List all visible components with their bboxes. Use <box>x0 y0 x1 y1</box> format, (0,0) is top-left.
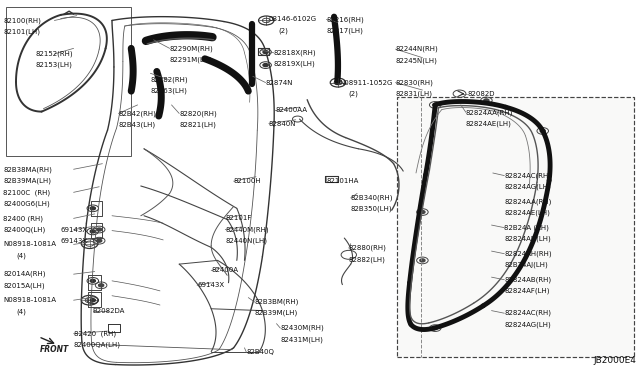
Text: 69143X: 69143X <box>61 238 88 244</box>
Text: 82217(LH): 82217(LH) <box>326 27 364 34</box>
Text: (2): (2) <box>349 90 358 97</box>
Text: 82B40Q: 82B40Q <box>246 349 275 355</box>
Text: 82152(RH): 82152(RH) <box>35 51 73 57</box>
Text: 69143X: 69143X <box>197 282 224 288</box>
Circle shape <box>540 129 545 132</box>
Text: 82101F: 82101F <box>225 215 252 221</box>
Bar <box>397 97 634 357</box>
Text: 82282(RH): 82282(RH) <box>150 77 188 83</box>
Text: N08918-1081A: N08918-1081A <box>3 297 56 303</box>
Text: 82824AA(RH): 82824AA(RH) <box>504 198 552 205</box>
Text: 82824AC(RH): 82824AC(RH) <box>504 172 551 179</box>
Text: 82B3BM(RH): 82B3BM(RH) <box>255 299 299 305</box>
Text: 82101(LH): 82101(LH) <box>3 28 40 35</box>
Text: 82824AA(RH): 82824AA(RH) <box>466 109 513 116</box>
Text: N08911-1052G: N08911-1052G <box>339 80 392 86</box>
Text: 82B39M(LH): 82B39M(LH) <box>255 310 298 317</box>
Text: 82B24A (RH): 82B24A (RH) <box>504 224 549 231</box>
Circle shape <box>420 259 425 262</box>
Text: 82431M(LH): 82431M(LH) <box>280 336 323 343</box>
Text: 82B39MA(LH): 82B39MA(LH) <box>3 177 51 184</box>
Text: 82400QA(LH): 82400QA(LH) <box>74 341 120 348</box>
Text: 82430M(RH): 82430M(RH) <box>280 325 324 331</box>
Text: 82882(LH): 82882(LH) <box>349 256 386 263</box>
Circle shape <box>90 299 95 302</box>
Text: 82100(RH): 82100(RH) <box>3 17 41 24</box>
Text: 82820(RH): 82820(RH) <box>179 110 217 117</box>
Circle shape <box>263 64 268 67</box>
Text: 82840N: 82840N <box>269 121 296 126</box>
Text: 08146-6102G: 08146-6102G <box>269 16 317 22</box>
Circle shape <box>263 51 268 54</box>
Text: 82819X(LH): 82819X(LH) <box>274 61 316 67</box>
Text: 82245N(LH): 82245N(LH) <box>396 57 437 64</box>
Text: 82880(RH): 82880(RH) <box>349 245 387 251</box>
Text: 82824AH(RH): 82824AH(RH) <box>504 250 552 257</box>
Bar <box>6 7 131 156</box>
Text: 82B42(RH): 82B42(RH) <box>118 110 156 117</box>
Text: N08918-1081A: N08918-1081A <box>3 241 56 247</box>
Text: B2082DA: B2082DA <box>93 308 125 314</box>
Text: 82824AE(LH): 82824AE(LH) <box>504 209 550 216</box>
Text: 82821(LH): 82821(LH) <box>179 121 216 128</box>
Text: 69143X: 69143X <box>61 227 88 232</box>
Text: 82824AD(LH): 82824AD(LH) <box>504 235 551 242</box>
Text: 82B340(RH): 82B340(RH) <box>351 195 393 201</box>
Circle shape <box>90 279 95 282</box>
Text: 82818X(RH): 82818X(RH) <box>274 49 317 56</box>
Text: 82101HA: 82101HA <box>326 178 359 184</box>
Text: 82153(LH): 82153(LH) <box>35 62 72 68</box>
Text: 82100H: 82100H <box>234 178 261 184</box>
Text: 82B38MA(RH): 82B38MA(RH) <box>3 166 52 173</box>
Text: 82824AG(LH): 82824AG(LH) <box>504 321 551 328</box>
Circle shape <box>97 228 102 231</box>
Text: 82400A: 82400A <box>211 267 238 273</box>
Circle shape <box>433 103 438 106</box>
Text: 82291M(LH): 82291M(LH) <box>170 56 212 63</box>
Text: (4): (4) <box>16 308 26 315</box>
Text: (4): (4) <box>16 252 26 259</box>
Text: 82824AF(LH): 82824AF(LH) <box>504 288 550 294</box>
Text: 82824AG(LH): 82824AG(LH) <box>504 183 551 190</box>
Text: 82B350(LH): 82B350(LH) <box>351 206 392 212</box>
Circle shape <box>90 207 95 210</box>
Text: 82082D: 82082D <box>467 91 495 97</box>
Text: 82824AC(RH): 82824AC(RH) <box>504 310 551 317</box>
Circle shape <box>420 211 425 214</box>
Text: JB2000E4: JB2000E4 <box>594 356 637 365</box>
Text: 82400AA: 82400AA <box>275 108 307 113</box>
Text: 82015A(LH): 82015A(LH) <box>3 282 45 289</box>
Text: 82824AE(LH): 82824AE(LH) <box>466 120 512 127</box>
Text: 82244N(RH): 82244N(RH) <box>396 46 438 52</box>
Text: 82100C  (RH): 82100C (RH) <box>3 189 51 196</box>
Text: 82420  (RH): 82420 (RH) <box>74 330 116 337</box>
Text: 82B43(LH): 82B43(LH) <box>118 121 156 128</box>
Text: 82216(RH): 82216(RH) <box>326 16 364 23</box>
Text: 82824AB(RH): 82824AB(RH) <box>504 276 552 283</box>
Text: 82831(LH): 82831(LH) <box>396 90 433 97</box>
Text: 82400 (RH): 82400 (RH) <box>3 215 44 222</box>
Text: 82440M(RH): 82440M(RH) <box>225 226 269 233</box>
Text: 82B24AJ(LH): 82B24AJ(LH) <box>504 262 548 268</box>
Text: 82830(RH): 82830(RH) <box>396 79 433 86</box>
Circle shape <box>97 239 102 242</box>
Circle shape <box>90 230 95 233</box>
Text: 82874N: 82874N <box>266 80 293 86</box>
Text: 82290M(RH): 82290M(RH) <box>170 45 213 52</box>
Text: FRONT: FRONT <box>40 345 69 354</box>
Text: (2): (2) <box>278 27 288 34</box>
Text: 82400Q(LH): 82400Q(LH) <box>3 226 45 233</box>
Text: 82440N(LH): 82440N(LH) <box>225 237 268 244</box>
Text: 82263(LH): 82263(LH) <box>150 88 188 94</box>
Text: 82014A(RH): 82014A(RH) <box>3 271 45 278</box>
Circle shape <box>99 284 104 287</box>
Circle shape <box>433 327 438 330</box>
Circle shape <box>484 99 489 102</box>
Text: 82400G6(LH): 82400G6(LH) <box>3 200 50 207</box>
